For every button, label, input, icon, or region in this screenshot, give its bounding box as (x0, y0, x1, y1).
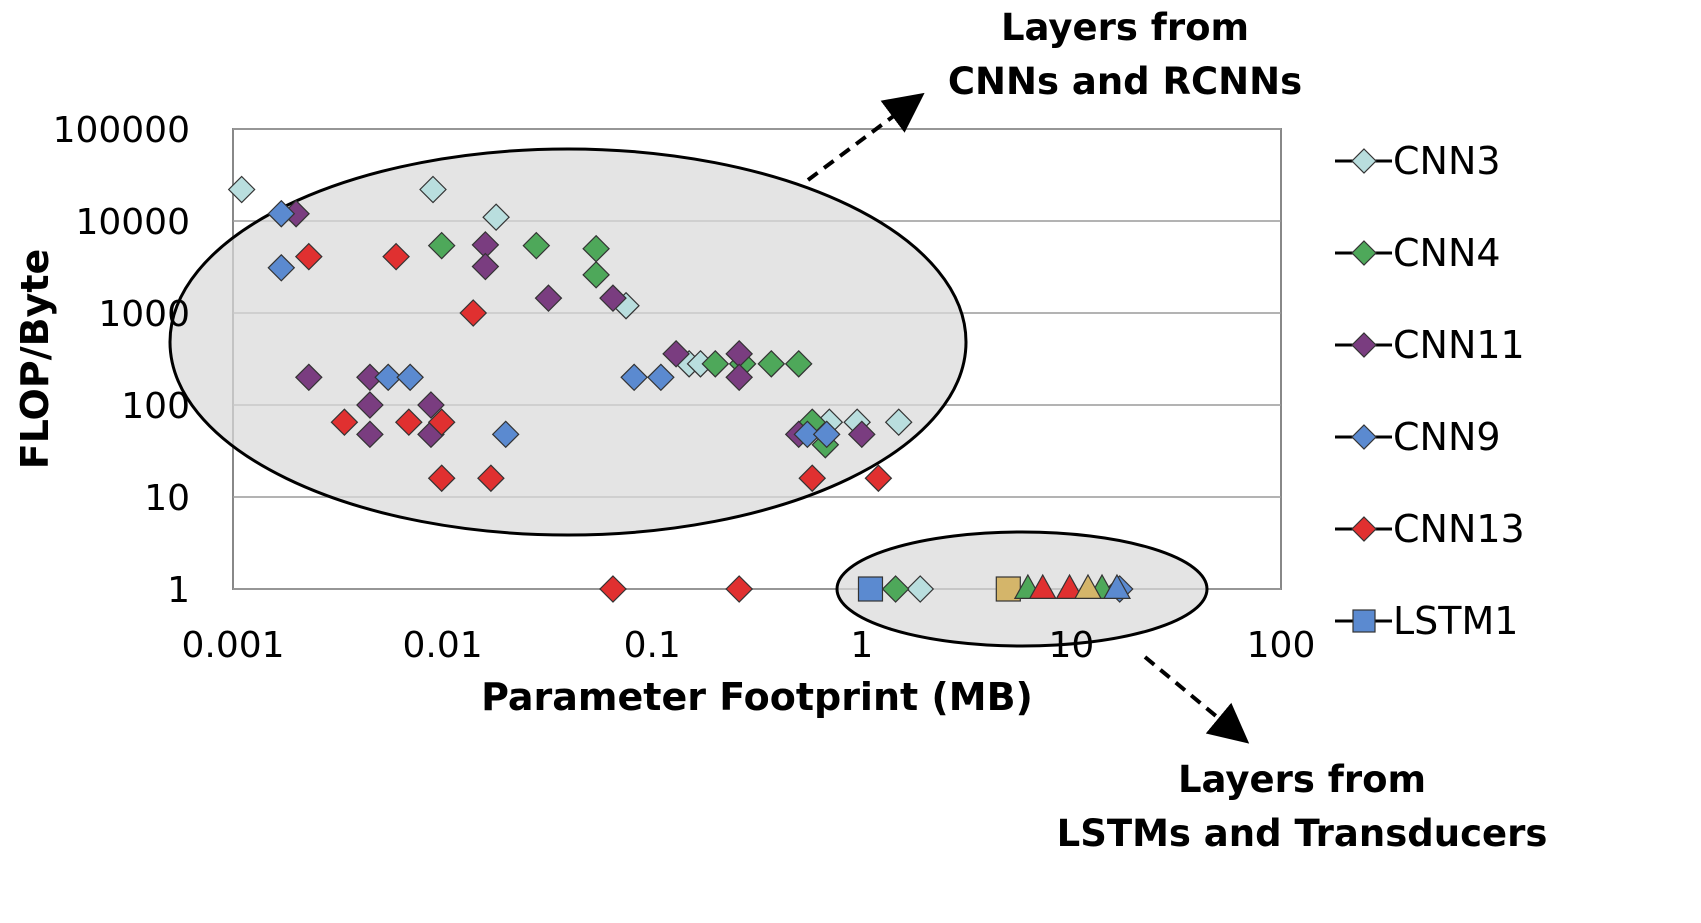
y-tick-label: 10 (144, 478, 190, 519)
legend: CNN3 CNN4 CNN11 CNN9 CNN13 LSTM1 (1335, 139, 1525, 643)
point-cnn4 (784, 350, 813, 378)
point-cnn9 (374, 363, 403, 392)
point-cnn13 (798, 464, 827, 493)
legend-label-cnn3: CNN3 (1393, 139, 1501, 183)
point-cnn13 (394, 408, 423, 437)
point-cnn13 (864, 464, 893, 493)
y-tick-label: 100 (121, 386, 190, 427)
legend-marker-lstm1 (1352, 609, 1376, 633)
point-cnn13 (725, 575, 754, 603)
point-cnn11 (417, 391, 445, 419)
annotation-lstm-line1: Layers from (1178, 758, 1426, 801)
x-tick-labels: 0.001 0.01 0.1 1 10 100 (181, 625, 1315, 666)
point-cnn9 (267, 253, 296, 282)
x-tick-label: 0.1 (624, 625, 681, 666)
point-triangle (1102, 573, 1132, 600)
legend-label-lstm1: LSTM1 (1393, 599, 1518, 643)
y-tick-labels: 1 10 100 1000 10000 100000 (53, 110, 190, 611)
point-cnn9 (267, 199, 296, 228)
point-cnn11 (356, 391, 384, 419)
point-cnn3 (419, 175, 447, 204)
legend-label-cnn4: CNN4 (1393, 231, 1501, 275)
point-cnn4 (701, 350, 730, 378)
y-tick-label: 10000 (75, 202, 190, 243)
x-axis-title: Parameter Footprint (MB) (481, 675, 1033, 719)
point-cnn13 (477, 464, 505, 493)
point-cnn9 (647, 363, 675, 392)
point-cnn3 (884, 408, 913, 437)
point-cnn4 (881, 575, 910, 603)
point-cnn11 (356, 363, 384, 392)
annotation-arrow-cnn (806, 92, 925, 182)
y-axis-title: FLOP/Byte (13, 249, 57, 470)
point-cnn13 (294, 242, 323, 271)
y-tick-label: 100000 (53, 110, 190, 151)
point-cnn11 (662, 339, 690, 368)
point-cnn11 (847, 420, 876, 449)
point-cnn9 (793, 420, 822, 449)
annotation-arrow-lstm (1143, 655, 1250, 744)
point-cnn9 (812, 420, 841, 449)
y-tick-label: 1 (167, 570, 190, 611)
annotation-cnn-line2: CNNs and RCNNs (948, 60, 1302, 103)
point-triangle (1055, 573, 1084, 600)
point-cnn3 (227, 175, 256, 204)
point-cnn4 (582, 260, 610, 289)
point-cnn4 (757, 350, 786, 378)
point-lstm1 (857, 576, 884, 602)
legend-marker-cnn11 (1351, 332, 1377, 358)
legend-label-cnn9: CNN9 (1393, 415, 1501, 459)
point-cnn11 (725, 363, 754, 392)
point-cnn13 (382, 242, 410, 271)
point-cnn3 (482, 203, 510, 232)
legend-marker-cnn9 (1351, 424, 1377, 450)
point-cnn11 (471, 252, 500, 281)
data-points (227, 175, 1134, 603)
x-tick-label: 0.01 (403, 625, 483, 666)
annotation-lstm-line2: LSTMs and Transducers (1057, 812, 1548, 855)
point-cnn4 (427, 231, 456, 260)
point-cnn13 (459, 299, 488, 327)
legend-marker-cnn3 (1351, 148, 1377, 174)
point-cnn9 (491, 420, 520, 449)
legend-marker-cnn4 (1351, 240, 1377, 266)
point-cnn11 (294, 363, 323, 392)
point-cnn11 (356, 420, 384, 449)
legend-label-cnn11: CNN11 (1393, 323, 1525, 367)
x-tick-label: 100 (1247, 625, 1316, 666)
annotation-cnn-line1: Layers from (1001, 6, 1249, 49)
y-tick-label: 1000 (98, 294, 190, 335)
point-cnn13 (427, 464, 456, 493)
point-cnn11 (599, 284, 627, 313)
point-triangle (1028, 573, 1057, 600)
point-cnn11 (534, 284, 563, 313)
x-tick-label: 10 (1048, 625, 1094, 666)
point-cnn13 (427, 408, 456, 437)
point-cnn13 (330, 408, 359, 437)
point-cnn13 (599, 575, 627, 603)
x-tick-label: 0.001 (181, 625, 284, 666)
point-cnn4 (522, 231, 551, 260)
point-cnn3 (906, 575, 935, 603)
x-tick-label: 1 (850, 625, 873, 666)
legend-label-cnn13: CNN13 (1393, 507, 1525, 551)
legend-marker-cnn13 (1351, 516, 1377, 542)
point-cnn9 (620, 363, 648, 392)
point-cnn9 (396, 363, 424, 392)
point-triangle (1073, 573, 1103, 600)
